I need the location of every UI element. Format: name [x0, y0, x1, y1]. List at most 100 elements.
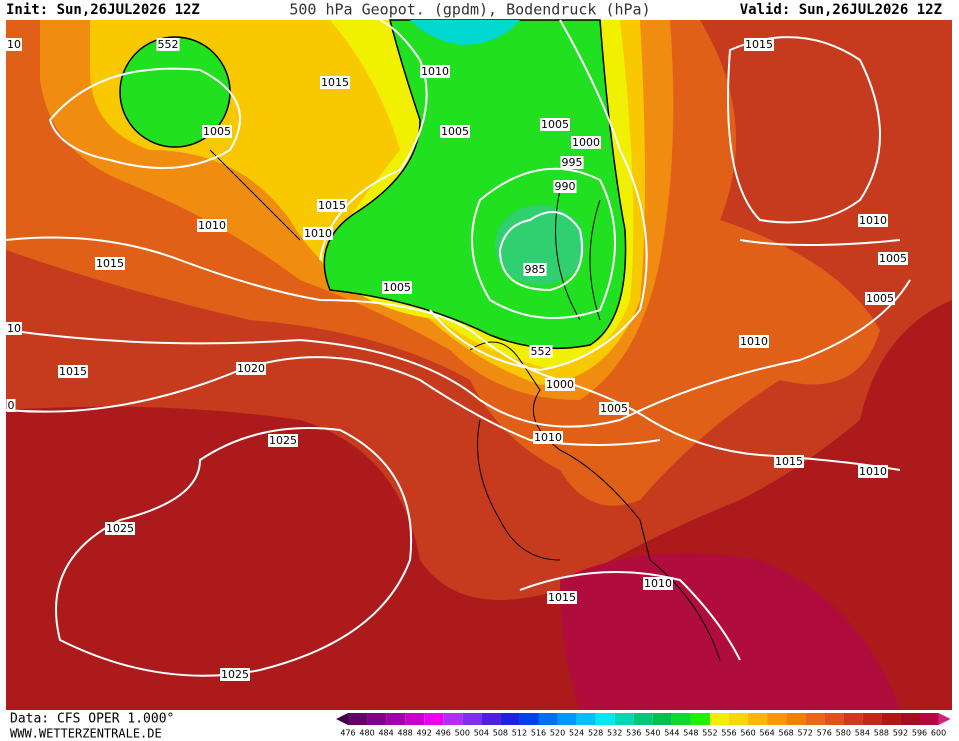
- contour-label: 1005: [879, 252, 907, 265]
- contour-label: 1025: [106, 522, 134, 535]
- colorbar-swatch: [881, 713, 901, 725]
- colorbar-label: 516: [531, 729, 546, 738]
- colorbar-label: 584: [855, 729, 870, 738]
- colorbar-swatch: [843, 713, 863, 725]
- contour-label: 1025: [221, 668, 249, 681]
- contour-label: 1010: [198, 219, 226, 232]
- colorbar-swatch: [709, 713, 729, 725]
- colorbar-swatch: [462, 713, 482, 725]
- contour-label: 1010: [534, 431, 562, 444]
- contour-label: 1015: [745, 38, 773, 51]
- contour-label: 1010: [740, 335, 768, 348]
- colorbar-swatch: [367, 713, 387, 725]
- field-crimson: [560, 553, 900, 710]
- colorbar-label: 512: [512, 729, 527, 738]
- init-time: Init: Sun,26JUL2026 12Z: [6, 2, 200, 18]
- colorbar-label: 548: [683, 729, 698, 738]
- colorbar-label: 532: [607, 729, 622, 738]
- contour-label: 552: [531, 345, 552, 358]
- colorbar-label: 484: [378, 729, 393, 738]
- colorbar-swatch: [652, 713, 672, 725]
- contour-label-box: [6, 399, 16, 412]
- isobar: [519, 36, 901, 661]
- contour-label-box: [523, 263, 547, 276]
- contour-label: 1005: [203, 125, 231, 138]
- colorbar-swatch: [671, 713, 691, 725]
- contour-label-box: [6, 322, 22, 335]
- colorbar-swatch: [690, 713, 710, 725]
- contour-label-box: [197, 219, 227, 232]
- colorbar-swatch: [595, 713, 615, 725]
- contour-label: 1020: [237, 362, 265, 375]
- colorbar-label: 508: [493, 729, 508, 738]
- colorbar-swatch: [786, 713, 806, 725]
- colorbar-label: 496: [436, 729, 451, 738]
- contour-label-box: [382, 281, 412, 294]
- contour-label: 1010: [859, 465, 887, 478]
- contour-label: 990: [555, 180, 576, 193]
- contour-label: 1000: [546, 378, 574, 391]
- contour-label-box: [547, 591, 577, 604]
- colorbar-swatch: [557, 713, 577, 725]
- colorbar-label: 564: [759, 729, 774, 738]
- contour-label-box: [268, 434, 298, 447]
- contour-label-box: [560, 156, 584, 169]
- contour-label-box: [878, 252, 908, 265]
- colorbar-swatch: [633, 713, 653, 725]
- contour-label-box: [545, 378, 575, 391]
- contour-label: 1005: [441, 125, 469, 138]
- contour-label: 10: [7, 322, 21, 335]
- contour-label: 1015: [96, 257, 124, 270]
- colorbar-label: 576: [817, 729, 832, 738]
- colorbar-label: 544: [664, 729, 679, 738]
- contour-label-box: [440, 125, 470, 138]
- contour-label-box: [739, 335, 769, 348]
- colorbar-swatch: [386, 713, 406, 725]
- colorbar-swatch: [805, 713, 825, 725]
- isobar: [48, 67, 241, 169]
- colorbar-swatch: [348, 713, 368, 725]
- map-title: 500 hPa Geopot. (gpdm), Bodendruck (hPa): [289, 1, 650, 19]
- colorbar-label: 540: [645, 729, 660, 738]
- contour-label-box: [599, 402, 629, 415]
- contour-label-box: [858, 214, 888, 227]
- colorbar-label: 524: [569, 729, 584, 738]
- colorbar-swatch: [919, 713, 939, 725]
- colorbar-label: 500: [455, 729, 470, 738]
- colorbar-swatch: [443, 713, 463, 725]
- colorbar-label: 588: [874, 729, 889, 738]
- contour-label-box: [317, 199, 347, 212]
- isobar: [319, 19, 648, 372]
- contour-label: 995: [562, 156, 583, 169]
- contour-label-box: [220, 668, 250, 681]
- contour-label-box: [156, 38, 180, 51]
- isobar: [5, 279, 911, 428]
- isobar: [5, 236, 901, 471]
- contour-label: 1010: [859, 214, 887, 227]
- colorbar-swatch: [424, 713, 444, 725]
- website: WWW.WETTERZENTRALE.DE: [10, 727, 162, 741]
- contour-label-box: [303, 227, 333, 240]
- colorbar-label: 520: [550, 729, 565, 738]
- colorbar-label: 480: [359, 729, 374, 738]
- contour-label-box: [105, 522, 135, 535]
- contour-label: 1015: [775, 455, 803, 468]
- contour-label-box: [95, 257, 125, 270]
- colorbar-label: 572: [798, 729, 813, 738]
- contour-label-box: [571, 136, 601, 149]
- colorbar-label: 600: [931, 729, 946, 738]
- contour-label: 1015: [548, 591, 576, 604]
- coastlines: [209, 149, 721, 661]
- colorbar-label: 488: [398, 729, 413, 738]
- contour-label-box: [420, 65, 450, 78]
- colorbar-label: 476: [340, 729, 355, 738]
- colorbar-swatch: [767, 713, 787, 725]
- colorbar-swatch: [614, 713, 634, 725]
- colorbar-label: 592: [893, 729, 908, 738]
- colorbar-swatch: [519, 713, 539, 725]
- contour-label-box: [236, 362, 266, 375]
- colorbar-label: 596: [912, 729, 927, 738]
- colorbar-swatch: [481, 713, 501, 725]
- colorbar-label: 536: [626, 729, 641, 738]
